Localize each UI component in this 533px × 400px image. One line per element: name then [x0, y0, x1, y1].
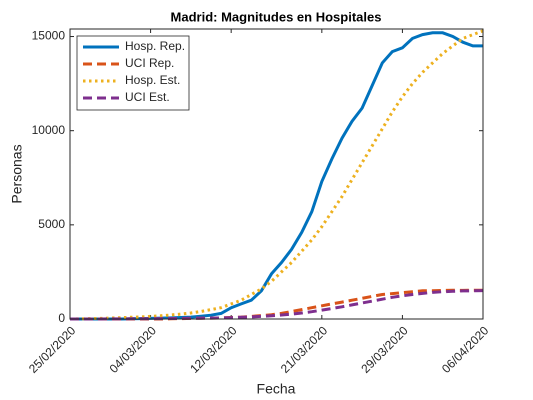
legend-label: UCI Rep. — [125, 56, 174, 70]
x-tick-label: 12/03/2020 — [187, 323, 240, 376]
x-tick-label: 06/04/2020 — [439, 323, 492, 376]
x-tick-label: 25/02/2020 — [26, 323, 79, 376]
x-tick-label: 21/03/2020 — [278, 323, 331, 376]
y-axis-label: Personas — [9, 144, 25, 203]
y-tick-label: 0 — [58, 311, 65, 325]
y-tick-label: 15000 — [32, 29, 66, 43]
y-tick-label: 10000 — [32, 123, 66, 137]
x-tick-label: 04/03/2020 — [107, 323, 160, 376]
x-axis-label: Fecha — [257, 381, 296, 397]
legend-label: UCI Est. — [125, 90, 170, 104]
axes-frame — [69, 28, 484, 320]
x-tick-label: 29/03/2020 — [358, 323, 411, 376]
y-tick-label: 5000 — [38, 217, 65, 231]
legend-label: Hosp. Est. — [125, 73, 180, 87]
legend-label: Hosp. Rep. — [125, 39, 185, 53]
chart-title: Madrid: Magnitudes en Hospitales — [171, 9, 382, 24]
